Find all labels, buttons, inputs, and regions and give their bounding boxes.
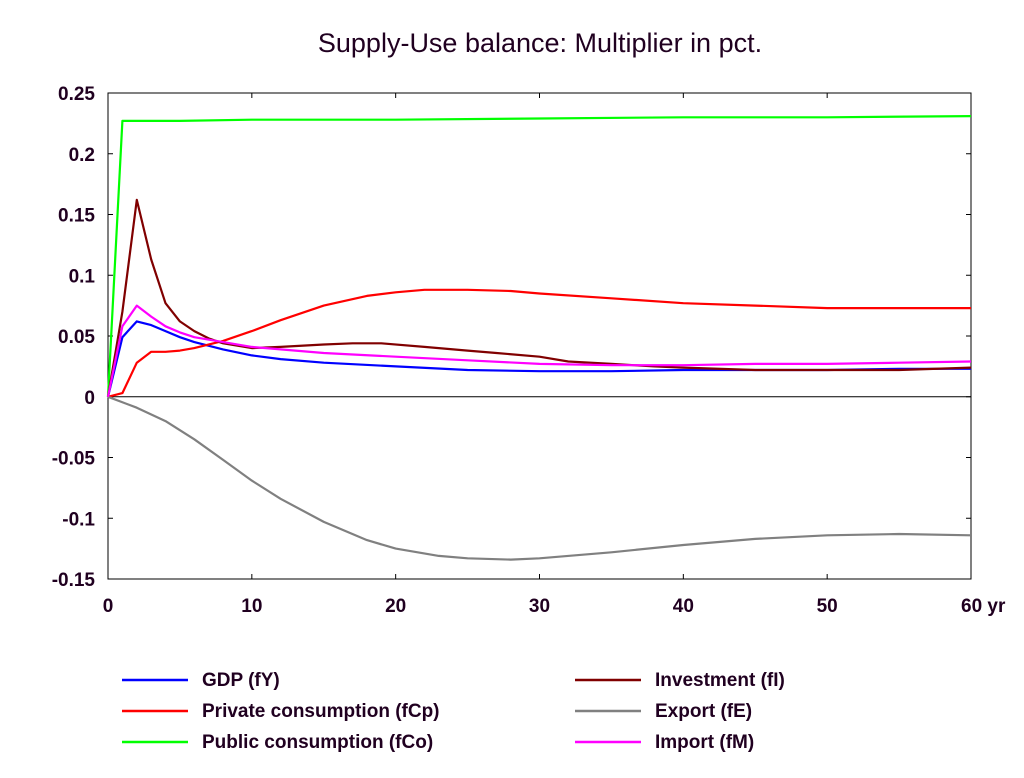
series-lines (106, 115, 972, 561)
legend: GDP (fY) Private consumption (fCp) Public … (122, 670, 785, 753)
y-tick-label: 0.25 (58, 84, 95, 105)
y-tick-label: -0.1 (62, 509, 95, 530)
x-axis: 0 10 20 30 40 50 60 yr (103, 93, 1006, 617)
legend-label-gdp-fy: GDP (fY) (202, 670, 280, 691)
series-line-import-fm (106, 304, 972, 398)
legend-label-public-consumption-fco: Public consumption (fCo) (202, 732, 433, 753)
y-tick-label: 0.15 (58, 206, 95, 227)
legend-label-import-fm: Import (fM) (655, 732, 754, 753)
legend-label-investment-fi: Investment (fI) (655, 670, 785, 691)
y-axis: 0.25 0.2 0.15 0.1 0.05 0 -0.05 -0.1 -0.15 (52, 84, 971, 591)
legend-label-private-consumption-fcp: Private consumption (fCp) (202, 701, 440, 722)
chart-title: Supply-Use balance: Multiplier in pct. (318, 28, 762, 58)
series-line-private-consumption-fcp (107, 288, 971, 398)
series-line-investment-fi (106, 198, 972, 397)
x-tick-label: 50 (817, 596, 838, 617)
x-tick-label: 0 (103, 596, 114, 617)
y-tick-label: 0.05 (58, 327, 95, 348)
x-tick-label: 60 yr (961, 596, 1006, 617)
y-tick-label: 0 (84, 388, 95, 409)
x-tick-label: 40 (673, 596, 694, 617)
x-tick-label: 20 (385, 596, 406, 617)
x-tick-label: 30 (529, 596, 550, 617)
y-tick-label: 0.2 (69, 145, 95, 166)
legend-label-export-fe: Export (fE) (655, 701, 752, 722)
y-tick-label: 0.1 (69, 266, 96, 287)
x-tick-label: 10 (241, 596, 262, 617)
series-line-public-consumption-fco (106, 115, 972, 397)
series-line-export-fe (107, 395, 972, 561)
y-tick-label: -0.15 (52, 570, 96, 591)
series-line-gdp-fy (106, 320, 971, 398)
y-tick-label: -0.05 (52, 449, 96, 470)
